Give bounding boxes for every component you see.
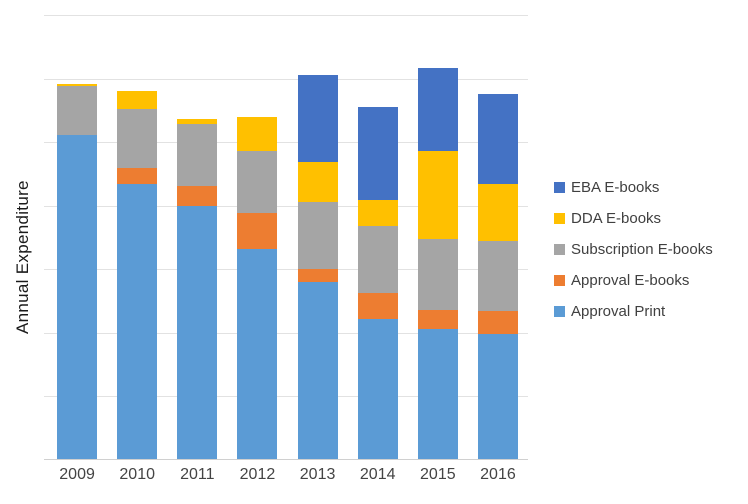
dda-e-books-segment <box>297 161 338 202</box>
dda-e-books-segment <box>117 91 158 109</box>
bars <box>47 15 528 460</box>
gridline <box>44 205 528 207</box>
approval-print-segment <box>117 184 158 460</box>
approval-print-segment <box>477 334 518 460</box>
dda-e-books-segment <box>357 200 398 226</box>
dda-e-books-segment <box>477 184 518 242</box>
eba-e-books-segment <box>357 107 398 201</box>
subscription-e-books-segment <box>357 225 398 294</box>
x-axis-label-2009: 2009 <box>59 466 95 483</box>
bar-2016 <box>477 94 518 460</box>
x-axis-label-2015: 2015 <box>420 466 456 483</box>
x-axis-label-2013: 2013 <box>299 466 336 483</box>
dda-e-books-segment <box>237 117 278 152</box>
legend-swatch-icon <box>554 306 565 317</box>
bar-slot-2014 <box>348 15 408 460</box>
dda-e-books-segment <box>177 119 218 125</box>
legend-swatch-icon <box>554 213 565 224</box>
approval-e-books-segment <box>237 213 278 250</box>
x-axis-label-2011: 2011 <box>180 466 215 483</box>
approval-print-segment <box>297 282 338 460</box>
approval-e-books-segment <box>177 185 218 206</box>
approval-print-segment <box>57 135 98 460</box>
bar-slot-2013 <box>288 15 348 460</box>
gridline <box>44 332 528 334</box>
approval-e-books-segment <box>477 310 518 335</box>
subscription-e-books-segment <box>477 241 518 311</box>
subscription-e-books-segment <box>417 238 458 311</box>
gridline <box>44 142 528 144</box>
dda-e-books-segment <box>57 84 98 87</box>
subscription-e-books-segment <box>117 108 158 169</box>
legend-label: DDA E-books <box>571 210 662 227</box>
bar-2011 <box>177 119 218 460</box>
eba-e-books-segment <box>477 94 518 185</box>
bar-slot-2011 <box>167 15 227 460</box>
approval-e-books-segment <box>357 293 398 319</box>
legend-label: Subscription E-books <box>571 241 713 258</box>
approval-print-segment <box>237 249 278 460</box>
approval-e-books-segment <box>417 310 458 330</box>
bar-slot-2015 <box>408 15 468 460</box>
legend-label: Approval E-books <box>571 272 690 289</box>
approval-print-segment <box>417 329 458 460</box>
x-axis-label-2016: 2016 <box>480 466 516 483</box>
legend-swatch-icon <box>554 244 565 255</box>
subscription-e-books-segment <box>237 151 278 214</box>
bar-2012 <box>237 117 278 460</box>
bar-2015 <box>417 67 458 460</box>
subscription-e-books-segment <box>177 124 218 186</box>
y-axis-title: Annual Expenditure <box>13 180 32 335</box>
bar-slot-2009 <box>47 15 107 460</box>
approval-print-segment <box>177 205 218 460</box>
bar-slot-2012 <box>227 15 287 460</box>
approval-e-books-segment <box>117 168 158 185</box>
bar-slot-2010 <box>107 15 167 460</box>
x-axis-label-2012: 2012 <box>239 466 276 483</box>
x-axis-label-2010: 2010 <box>119 466 155 483</box>
approval-e-books-segment <box>297 269 338 282</box>
legend-item-approval-e-books: Approval E-books <box>554 265 713 296</box>
gridline <box>44 15 528 16</box>
eba-e-books-segment <box>297 74 338 162</box>
approval-print-segment <box>357 318 398 460</box>
eba-e-books-segment <box>417 67 458 151</box>
x-axis-line <box>44 459 528 460</box>
legend-swatch-icon <box>554 182 565 193</box>
legend-item-subscription-e-books: Subscription E-books <box>554 234 713 265</box>
plot-area <box>44 15 528 460</box>
legend-label: EBA E-books <box>571 179 660 196</box>
x-axis-labels: 2009 2010 2011 2012 2013 2014 2015 2016 <box>47 466 528 484</box>
bar-slot-2016 <box>468 15 528 460</box>
subscription-e-books-segment <box>57 86 98 136</box>
legend-label: Approval Print <box>571 303 666 320</box>
bar-2014 <box>357 107 398 460</box>
dda-e-books-segment <box>417 150 458 239</box>
bar-2010 <box>117 91 158 460</box>
gridline <box>44 396 528 398</box>
gridline <box>44 269 528 271</box>
x-axis-label-2014: 2014 <box>359 466 396 483</box>
bar-2013 <box>297 74 338 460</box>
bar-2009 <box>57 84 98 460</box>
legend-item-eba-e-books: EBA E-books <box>554 172 713 203</box>
legend-item-dda-e-books: DDA E-books <box>554 203 713 234</box>
subscription-e-books-segment <box>297 201 338 270</box>
legend-item-approval-print: Approval Print <box>554 296 713 327</box>
legend: EBA E-books DDA E-books Subscription E-boo… <box>554 172 713 327</box>
gridline <box>44 78 528 80</box>
legend-swatch-icon <box>554 275 565 286</box>
